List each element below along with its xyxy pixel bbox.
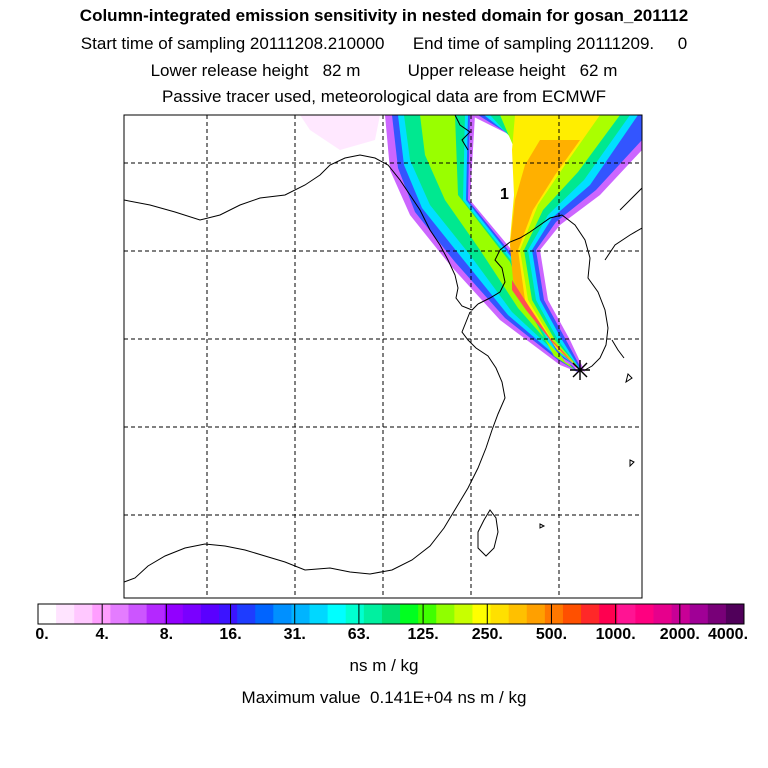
- colorbar-tick-label: 16.: [219, 626, 242, 643]
- plume-east-orange: [510, 140, 580, 366]
- colorbar-tick-label: 31.: [283, 626, 306, 643]
- colorbar-swatch: [74, 604, 93, 624]
- colorbar-tick-label: 63.: [347, 626, 371, 643]
- island-2: [629, 459, 635, 468]
- colorbar-swatch: [454, 604, 473, 624]
- honshu-coast: [604, 227, 642, 261]
- grid-lines: [124, 115, 642, 598]
- colorbar-swatch: [689, 604, 709, 624]
- colorbar-swatch: [327, 604, 347, 624]
- colorbar-swatch: [508, 604, 528, 624]
- coastlines: [124, 115, 642, 583]
- colorbar-swatch: [581, 604, 600, 624]
- colorbar-unit: ns m / kg: [349, 656, 419, 675]
- colorbar-frame: [37, 603, 745, 625]
- plume-east-blue: [478, 115, 642, 370]
- colorbar-swatch: [255, 604, 274, 624]
- russia-border: [454, 115, 471, 151]
- colorbar-swatch: [345, 604, 365, 624]
- trajectory-marker-label: 1: [500, 186, 509, 203]
- colorbar-tick-label: 500.: [535, 626, 568, 643]
- colorbar-swatch: [418, 604, 437, 624]
- island-3: [539, 523, 546, 529]
- colorbar-swatch: [671, 604, 691, 624]
- colorbar-swatch: [164, 604, 184, 624]
- colorbar-swatch: [707, 604, 727, 624]
- colorbar-tick-label: 8.: [159, 626, 174, 643]
- map-frame: [123, 114, 643, 599]
- tracer-info-line: Passive tracer used, meteorological data…: [161, 87, 607, 106]
- plume-core-pink: [555, 345, 580, 372]
- colorbar-tick-label: 2000.: [659, 626, 700, 643]
- korea-coast: [561, 214, 609, 371]
- colorbar-swatch: [146, 604, 166, 624]
- colorbar-swatch: [363, 604, 383, 624]
- colorbar-tick-label: 125.: [407, 626, 439, 643]
- colorbar-swatch: [219, 604, 238, 624]
- colorbar-tick-label: 1000.: [595, 626, 636, 643]
- colorbar-swatch: [38, 604, 57, 624]
- asterisk-icon: [570, 360, 590, 380]
- colorbar-swatch: [490, 604, 510, 624]
- colorbar-swatch: [309, 604, 329, 624]
- map-title: Column-integrated emission sensitivity i…: [79, 6, 689, 25]
- colorbar-tick-label: 4000.: [707, 626, 749, 643]
- colorbar-swatch: [400, 604, 419, 624]
- colorbar-tick-label: 250.: [471, 626, 503, 643]
- japan-sea-coast: [619, 187, 642, 211]
- plume-faint-region: [300, 115, 380, 150]
- plume-layer: [300, 115, 642, 373]
- colorbar-swatch: [472, 604, 492, 624]
- kyushu-coast: [611, 339, 625, 359]
- colorbar-swatch: [381, 604, 401, 624]
- colorbar-swatch: [56, 604, 75, 624]
- colorbar-swatch: [200, 604, 220, 624]
- colorbar-swatch: [182, 604, 202, 624]
- colorbar-swatch: [110, 604, 130, 624]
- bohai-coast: [477, 214, 563, 305]
- colorbar-swatch: [436, 604, 455, 624]
- plume-west-lime: [420, 115, 575, 370]
- colorbar-swatch: [291, 604, 311, 624]
- colorbar-swatch: [526, 604, 546, 624]
- colorbar: [38, 604, 745, 624]
- sampling-time-line: Start time of sampling 20111208.210000 E…: [80, 34, 688, 53]
- colorbar-swatch: [237, 604, 256, 624]
- maximum-value: Maximum value 0.141E+04 ns m / kg: [241, 688, 527, 707]
- colorbar-swatch: [617, 604, 636, 624]
- release-height-line: Lower release height 82 m Upper release …: [150, 61, 618, 80]
- colorbar-swatch: [653, 604, 673, 624]
- china-coast: [124, 311, 506, 583]
- colorbar-swatch: [562, 604, 582, 624]
- mongolia-border: [124, 154, 479, 311]
- colorbar-swatch: [544, 604, 564, 624]
- colorbar-tick-label: 4.: [95, 626, 109, 643]
- colorbar-swatch: [725, 604, 745, 624]
- colorbar-swatch: [599, 604, 618, 624]
- colorbar-swatch: [273, 604, 292, 624]
- colorbar-swatch: [92, 604, 111, 624]
- island-1: [625, 373, 633, 384]
- colorbar-tick-label: 0.: [35, 626, 49, 643]
- colorbar-swatch: [128, 604, 148, 624]
- taiwan-island: [477, 509, 499, 557]
- colorbar-swatch: [635, 604, 654, 624]
